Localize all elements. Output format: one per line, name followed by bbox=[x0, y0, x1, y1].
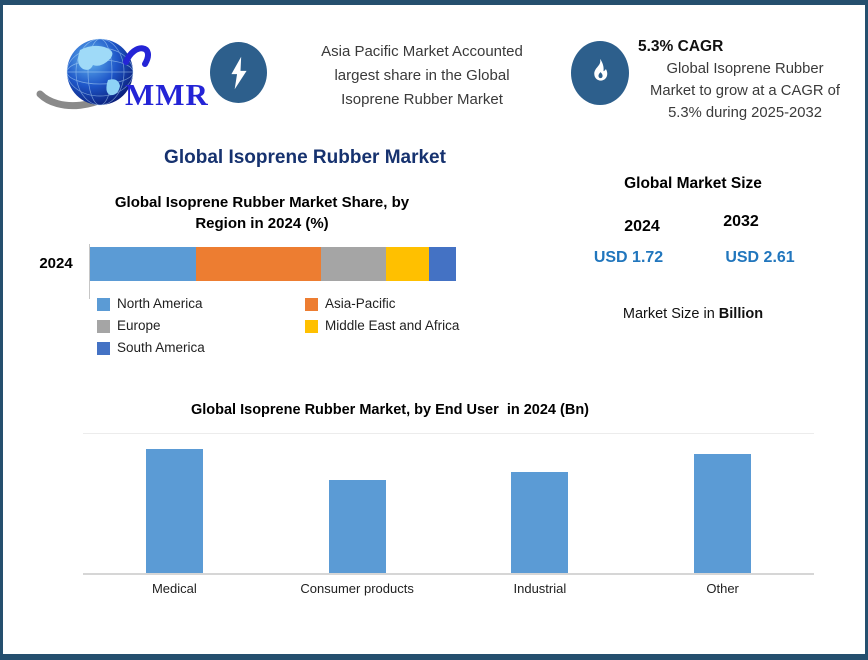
market-size-year-2032: 2032 bbox=[723, 213, 759, 230]
legend-label-middle-east-and-africa: Middle East and Africa bbox=[325, 318, 460, 333]
market-size-value-2032: USD 2.61 bbox=[725, 249, 795, 266]
region-chart-axis-line bbox=[89, 244, 90, 299]
legend-swatch-europe bbox=[97, 319, 110, 333]
right-callout: 5.3% CAGR Global Isoprene Rubber Market … bbox=[630, 36, 860, 124]
legend-swatch-north-america bbox=[97, 297, 110, 311]
page-title: Global Isoprene Rubber Market bbox=[164, 147, 446, 168]
region-chart-title: Global Isoprene Rubber Market Share, by … bbox=[58, 192, 466, 234]
legend-label-europe: Europe bbox=[117, 318, 161, 333]
legend-item-north-america: North America bbox=[97, 293, 305, 315]
right-callout-line-2: Market to grow at a CAGR of bbox=[650, 83, 840, 99]
left-callout-line-2: largest share in the Global bbox=[334, 67, 510, 84]
bar-segment-north-america bbox=[90, 247, 197, 281]
right-callout-line-1: Global Isoprene Rubber bbox=[666, 61, 824, 77]
left-callout: Asia Pacific Market Accounted largest sh… bbox=[278, 40, 566, 112]
market-size-year-2024: 2024 bbox=[624, 218, 660, 235]
enduser-plot: Medical Consumer products Industrial Other bbox=[83, 433, 814, 596]
market-size-note-bold: Billion bbox=[718, 306, 764, 322]
lightning-badge bbox=[210, 42, 267, 103]
legend-label-north-america: North America bbox=[117, 296, 203, 311]
legend-label-south-america: South America bbox=[117, 340, 205, 355]
globe-swoosh-icon: MMR bbox=[36, 38, 208, 112]
x-axis-label-medical: Medical bbox=[151, 581, 197, 596]
region-stacked-bar bbox=[90, 247, 456, 281]
mmr-logo: MMR bbox=[28, 20, 208, 112]
enduser-chart-title: Global Isoprene Rubber Market, by End Us… bbox=[190, 402, 590, 418]
logo-text: MMR bbox=[125, 77, 208, 112]
region-chart-title-line-2: Region in 2024 (%) bbox=[195, 215, 329, 232]
region-legend: North America Asia-Pacific Europe Middle Ea… bbox=[97, 293, 487, 359]
legend-item-asia-pacific: Asia-Pacific bbox=[305, 293, 487, 315]
x-axis-label-consumer-products: Consumer products bbox=[300, 581, 414, 596]
bar-segment-middle-east-and-africa bbox=[386, 247, 429, 281]
bar-consumer-products bbox=[328, 479, 386, 573]
x-axis-label-other: Other bbox=[706, 581, 739, 596]
x-axis-label-industrial: Industrial bbox=[513, 581, 567, 596]
market-size-note-regular: Market Size in bbox=[622, 306, 719, 322]
legend-item-south-america: South America bbox=[97, 337, 305, 359]
legend-label-asia-pacific: Asia-Pacific bbox=[325, 296, 396, 311]
cagr-heading: 5.3% CAGR bbox=[638, 38, 724, 55]
legend-swatch-middle-east-and-africa bbox=[305, 319, 318, 333]
bar-segment-asia-pacific bbox=[196, 247, 321, 281]
left-callout-line-3: Isoprene Rubber Market bbox=[341, 91, 503, 108]
lightning-icon bbox=[230, 56, 247, 89]
region-chart-title-line-1: Global Isoprene Rubber Market Share, by bbox=[114, 194, 410, 211]
market-size-note: Market Size in Billion bbox=[560, 306, 826, 322]
left-callout-line-1: Asia Pacific Market Accounted bbox=[321, 43, 523, 60]
bar-medical bbox=[145, 449, 203, 573]
bar-segment-europe bbox=[320, 247, 387, 281]
right-callout-line-3: 5.3% during 2025-2032 bbox=[668, 105, 822, 121]
market-size-title: Global Market Size bbox=[624, 175, 762, 192]
flame-icon bbox=[594, 58, 608, 81]
bar-segment-south-america bbox=[428, 247, 456, 281]
flame-badge bbox=[571, 41, 629, 105]
bar-other bbox=[694, 454, 752, 573]
legend-swatch-south-america bbox=[97, 341, 110, 355]
market-size-value-2024: USD 1.72 bbox=[593, 249, 664, 266]
region-chart-category-label: 2024 bbox=[39, 255, 73, 272]
legend-swatch-asia-pacific bbox=[305, 297, 318, 311]
bar-industrial bbox=[511, 471, 569, 573]
legend-item-europe: Europe bbox=[97, 315, 305, 337]
legend-item-middle-east-and-africa: Middle East and Africa bbox=[305, 315, 487, 337]
